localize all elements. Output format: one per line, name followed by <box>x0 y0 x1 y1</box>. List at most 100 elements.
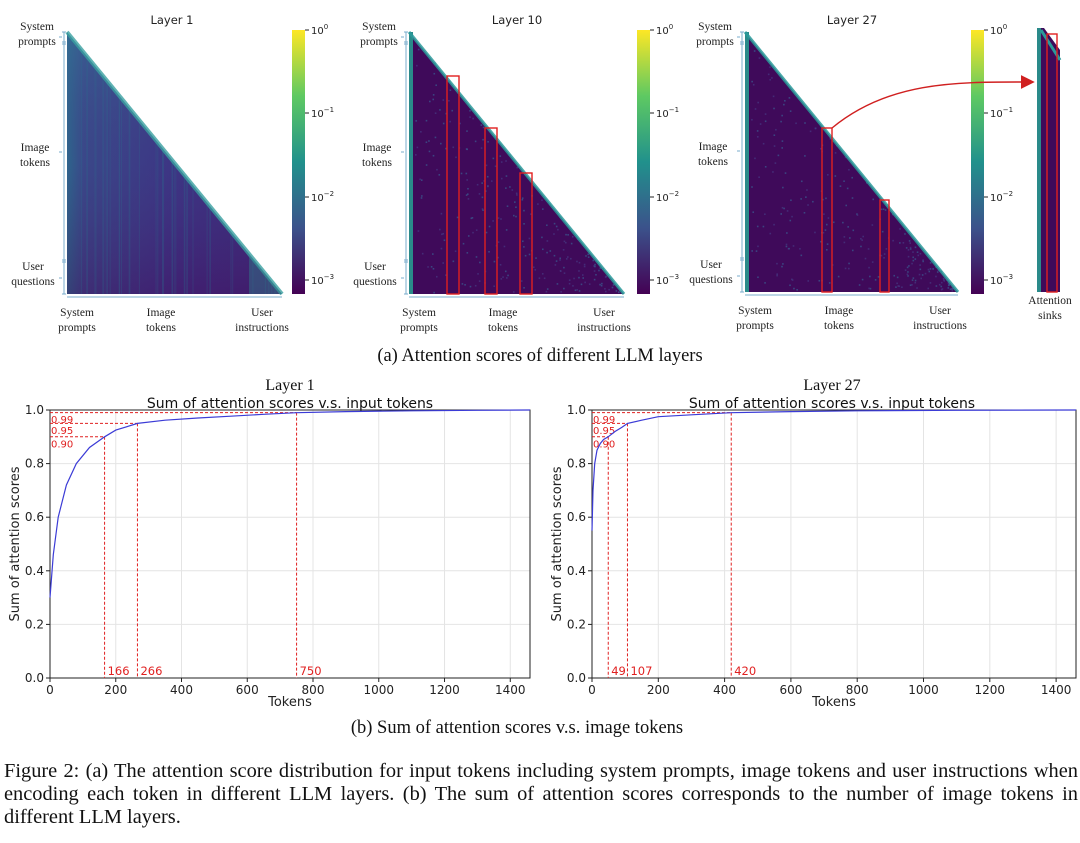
x-tick-label: 400 <box>170 683 193 697</box>
heatmap-speckle <box>500 177 503 180</box>
heatmap-speckle <box>764 213 766 216</box>
heatmap-speckle <box>445 147 447 150</box>
colorbar-tick-label: 10−1 <box>311 106 334 120</box>
heatmap-speckle <box>481 196 484 199</box>
y-label: Image tokens <box>20 142 51 169</box>
plot-frame <box>49 409 531 679</box>
heatmap-speckle <box>488 225 491 228</box>
heatmap-speckle <box>516 166 519 169</box>
heatmap-speckle <box>478 280 481 282</box>
heatmap-speckle <box>523 222 525 225</box>
y-label: System prompts <box>696 21 734 48</box>
heatmap-speckle <box>924 272 927 275</box>
heatmap-speckle <box>559 269 562 272</box>
heatmap-speckle <box>601 282 603 285</box>
heatmap-speckle <box>849 237 851 239</box>
heatmap-speckle <box>772 95 775 98</box>
heatmap-speckle <box>599 267 602 269</box>
plot-frame <box>591 409 1077 679</box>
heatmap-speckle <box>500 218 502 220</box>
heatmap-speckle <box>851 197 854 199</box>
y-label: User questions <box>689 259 733 286</box>
heatmap-speckle <box>909 246 912 249</box>
heatmap-speckle <box>795 122 797 125</box>
y-tick-label: 0.2 <box>567 617 586 631</box>
heatmap-speckle <box>916 287 918 289</box>
heatmap-speckle <box>916 251 919 254</box>
heatmap-speckle <box>769 232 772 235</box>
heatmap-speckle <box>436 168 438 171</box>
heatmap-speckle <box>578 270 580 272</box>
heatmap-speckle <box>936 271 939 273</box>
heatmap-speckle <box>785 243 788 246</box>
heatmap-speckle <box>499 155 502 157</box>
heatmap-speckle <box>466 179 468 181</box>
heatmap-speckle <box>776 274 778 277</box>
heatmap-speckle <box>481 182 483 184</box>
heatmap-speckle <box>790 199 792 202</box>
y-brace <box>401 261 408 295</box>
heatmap-speckle <box>832 221 835 224</box>
heatmap-speckle <box>852 229 855 232</box>
heatmap-speckle <box>474 140 477 143</box>
heatmap-speckle <box>557 228 559 231</box>
heatmap-speckle <box>583 265 586 268</box>
heatmap-speckle <box>950 287 953 290</box>
heatmap-speckle <box>604 288 606 290</box>
heatmap-speckle <box>587 253 589 256</box>
heatmap-speckle <box>757 245 759 248</box>
heatmap-speckle <box>553 222 556 225</box>
heatmap-speckle <box>442 122 445 125</box>
heatmap-speckle <box>806 189 808 191</box>
heatmap-speckle <box>593 278 596 281</box>
heatmap-speckle <box>927 268 930 271</box>
y-label: User questions <box>353 261 397 288</box>
heatmap-speckle <box>883 257 885 259</box>
heatmap-speckle <box>786 232 788 234</box>
heatmap-speckle <box>764 120 767 123</box>
heatmap-speckle <box>593 265 595 267</box>
heatmap-speckle <box>485 231 488 234</box>
heatmap-speckle <box>560 291 562 293</box>
heatmap-speckle <box>834 152 837 154</box>
heatmap-speckle <box>754 157 756 160</box>
heatmap-speckle <box>475 229 478 231</box>
heatmap-speckle <box>461 283 464 285</box>
heatmap-speckle <box>784 172 787 174</box>
heatmap-speckle <box>534 269 537 271</box>
threshold-token-label: 107 <box>630 664 652 678</box>
y-tick-label: 0.8 <box>567 457 586 471</box>
colorbar-tick-label: 10−2 <box>311 190 334 204</box>
heatmap-speckle <box>594 265 596 268</box>
heatmap-speckle <box>421 195 423 197</box>
heatmap-speckle <box>578 276 580 279</box>
heatmap-speckle <box>532 266 535 269</box>
heatmap-speckle <box>868 266 870 269</box>
y-tick-label: 1.0 <box>567 403 586 417</box>
heatmap-speckle <box>553 233 555 235</box>
heatmap-speckle <box>435 275 438 278</box>
colorbar-tick-label: 10−2 <box>656 190 679 204</box>
heatmap-speckle <box>524 254 527 257</box>
heatmap-speckle <box>565 233 567 236</box>
heatmap-speckle <box>486 175 489 178</box>
heatmap-speckle <box>807 280 810 282</box>
heatmap-speckle <box>523 209 525 212</box>
heatmap-speckle <box>506 277 508 279</box>
heatmap-speckle <box>417 230 420 232</box>
heatmap-speckle <box>494 165 497 168</box>
subcaption-a: (a) Attention scores of different LLM la… <box>377 346 702 366</box>
zoom-highlight-box <box>1046 33 1058 293</box>
heatmap-speckle <box>480 147 483 149</box>
heatmap-speckle <box>578 290 581 292</box>
highlight-box <box>821 127 833 293</box>
zoom-panel <box>1037 28 1060 292</box>
x-axis-label: Tokens <box>267 695 312 710</box>
heatmap-speckle <box>781 206 784 209</box>
heatmap-speckle <box>911 262 913 265</box>
heatmap-speckle <box>781 140 784 142</box>
heatmap-speckle <box>433 72 436 75</box>
heatmap-speckle <box>455 156 457 159</box>
heatmap-speckle <box>499 263 502 266</box>
heatmap-speckle <box>756 136 759 138</box>
